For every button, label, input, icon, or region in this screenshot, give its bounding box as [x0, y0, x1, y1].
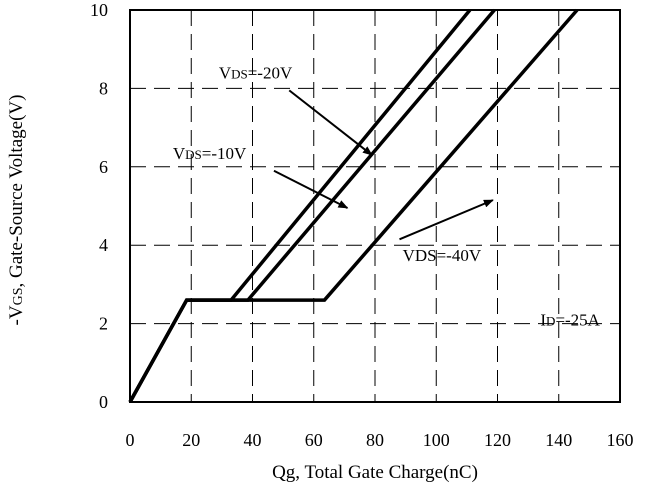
x-tick-label: 160: [607, 430, 634, 450]
x-tick-label: 100: [423, 430, 450, 450]
x-tick-label: 120: [484, 430, 511, 450]
annotation-label: VDS=-40V: [403, 246, 482, 265]
x-tick-labels: 0 20 40 60 80 100 120 140 160: [126, 430, 634, 450]
series-line: [128, 8, 579, 403]
x-tick-label: 60: [305, 430, 323, 450]
y-axis-label-rest: , Gate-Source Voltage(V): [6, 95, 27, 288]
plot-frame: [129, 9, 621, 403]
y-tick-label: 10: [90, 0, 108, 20]
y-tick-label: 6: [99, 157, 108, 177]
x-axis-label: Qg, Total Gate Charge(nC): [272, 462, 478, 483]
annotation-arrow: [273, 169, 349, 209]
annotation-arrow: [399, 199, 494, 241]
series-lines: [128, 8, 579, 403]
x-tick-label: 80: [366, 430, 384, 450]
grid: [130, 10, 620, 402]
y-tick-labels: 0 2 4 6 8 10: [90, 0, 108, 412]
annotation-label: VDS=-10V: [173, 144, 247, 163]
x-tick-label: 40: [244, 430, 262, 450]
series-line: [128, 8, 472, 403]
y-tick-label: 4: [99, 235, 108, 255]
x-tick-label: 0: [126, 430, 135, 450]
series-line: [128, 8, 496, 403]
x-tick-label: 140: [545, 430, 572, 450]
y-tick-label: 2: [99, 314, 108, 334]
y-axis-label-prefix: -V: [6, 305, 27, 325]
annotation-label: VDS=-20V: [219, 64, 293, 83]
annotation-label: ID=-25A: [540, 311, 600, 330]
annotations: VDS=-20V VDS=-10V VDS=-40V ID=-25A: [173, 64, 601, 330]
annotation-arrow: [288, 89, 373, 156]
y-tick-label: 8: [99, 78, 108, 98]
y-axis-label-subscript: GS: [11, 287, 26, 305]
y-axis-label: -VGS, Gate-Source Voltage(V): [6, 95, 27, 326]
x-tick-label: 20: [182, 430, 200, 450]
y-tick-label: 0: [99, 392, 108, 412]
